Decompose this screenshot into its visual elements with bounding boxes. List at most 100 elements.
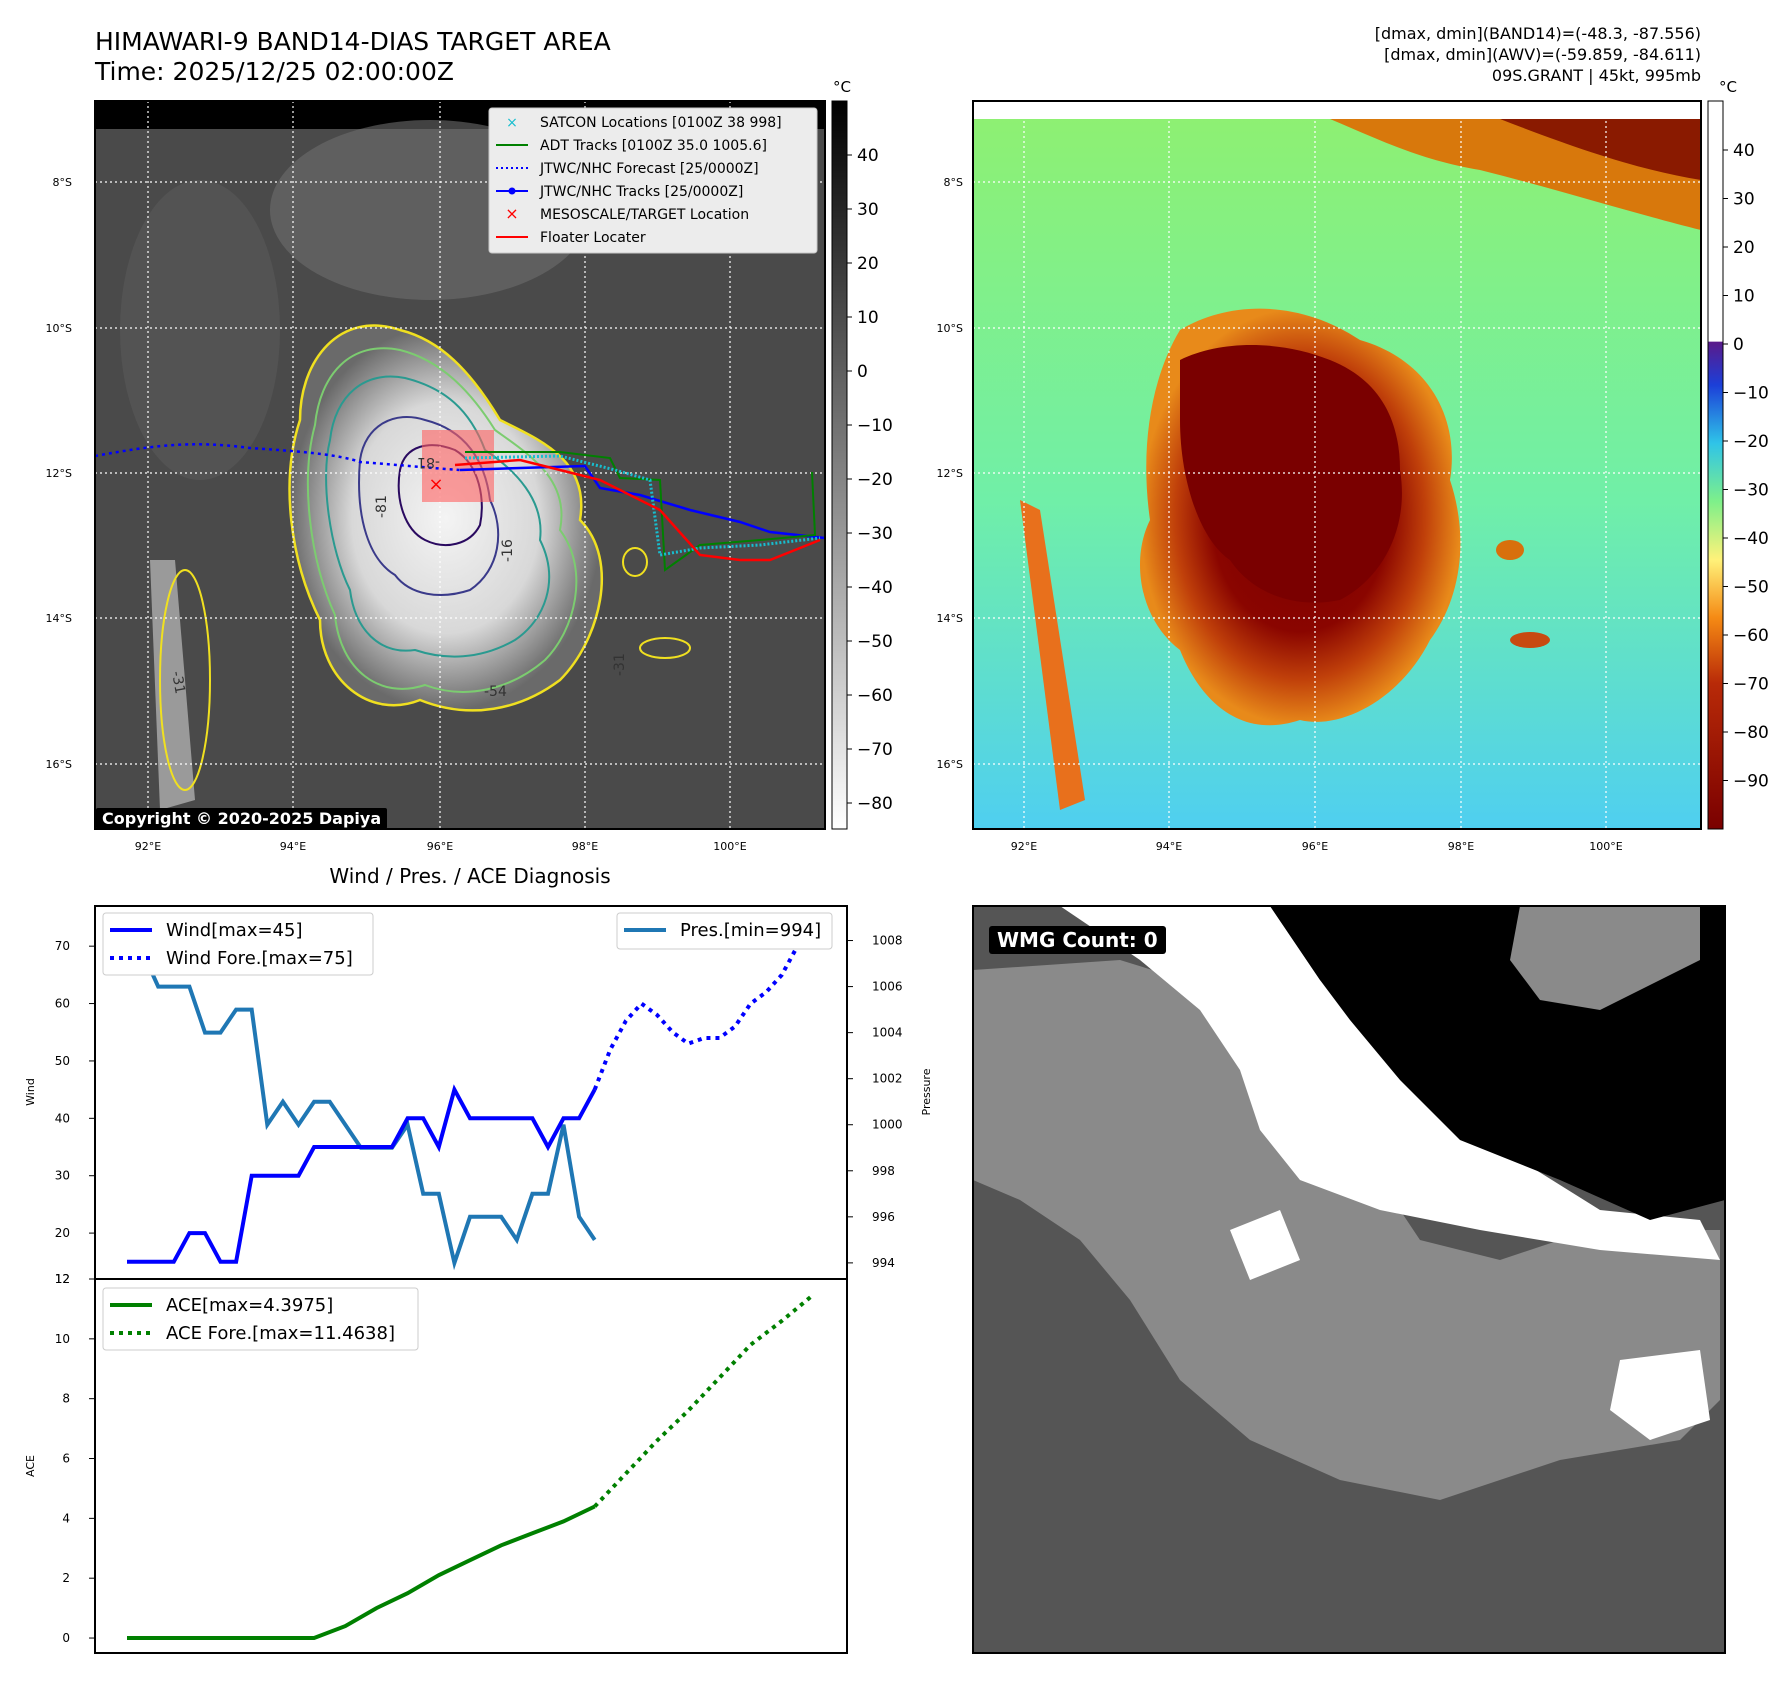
ace-tick-label: 2 bbox=[62, 1571, 70, 1585]
lat-label: 12°S bbox=[937, 467, 963, 480]
legend-label: MESOSCALE/TARGET Location bbox=[540, 207, 749, 223]
pressure-tick-label: 1000 bbox=[872, 1118, 903, 1132]
copyright-badge: Copyright © 2020-2025 Dapiya bbox=[96, 808, 388, 829]
legend-label: SATCON Locations [0100Z 38 998] bbox=[540, 115, 782, 131]
color-colorbar-ticks: 40 30 20 10 0 −10 −20 −30 −40 −50 −60 −70 −80 −90 bbox=[1723, 141, 1769, 792]
colorbar-tick-label: −70 bbox=[1733, 675, 1769, 695]
contour-label: -16 bbox=[500, 539, 516, 562]
legend-label: ACE Fore.[max=11.4638] bbox=[166, 1323, 395, 1344]
wind-series-group bbox=[125, 916, 815, 1271]
wind-tick-label: 20 bbox=[55, 1226, 70, 1240]
lon-label: 98°E bbox=[1448, 840, 1474, 853]
wmg-classification-map bbox=[973, 906, 1725, 1653]
wind-axis-label: Wind bbox=[24, 1078, 37, 1106]
satcon-track bbox=[464, 454, 821, 557]
colorbar-tick-label: 0 bbox=[857, 362, 868, 382]
colorbar-tick-label: −80 bbox=[857, 794, 893, 814]
colorbar-tick-label: −40 bbox=[857, 578, 893, 598]
legend-label: JTWC/NHC Forecast [25/0000Z] bbox=[539, 161, 759, 177]
contour-label: -31 bbox=[168, 670, 188, 695]
lat-label: 16°S bbox=[46, 758, 72, 771]
wmg-panel-frame bbox=[972, 905, 1726, 1654]
pressure-tick-label: 1004 bbox=[872, 1026, 903, 1040]
ace-tick-label: 10 bbox=[55, 1332, 70, 1346]
wind-forecast-series-line bbox=[592, 916, 815, 1091]
colorbar-tick-label: 20 bbox=[857, 254, 879, 274]
lon-label: 100°E bbox=[1589, 840, 1622, 853]
lat-label: 10°S bbox=[937, 322, 963, 335]
contour-label: -81 bbox=[374, 495, 390, 518]
pressure-tick-label: 1002 bbox=[872, 1072, 903, 1086]
target-location-marker: × bbox=[428, 474, 443, 495]
ace-tick-label: 4 bbox=[62, 1511, 70, 1525]
ace-forecast-series-line bbox=[593, 1293, 815, 1508]
pressure-axis-label: Pressure bbox=[920, 1068, 933, 1115]
wind-tick-label: 70 bbox=[55, 939, 70, 953]
legend-dot-tracks bbox=[508, 187, 516, 195]
contour-label: -54 bbox=[484, 684, 507, 700]
wind-series-line bbox=[127, 1084, 597, 1264]
diagnosis-title: Wind / Pres. / ACE Diagnosis bbox=[329, 864, 610, 888]
ace-series-line bbox=[127, 1504, 596, 1640]
lon-label: 94°E bbox=[280, 840, 306, 853]
colorbar-tick-label: −20 bbox=[1733, 432, 1769, 452]
right-map-frame bbox=[972, 100, 1702, 830]
pressure-tick-label: 994 bbox=[872, 1256, 895, 1270]
stats-line2: [dmax, dmin](AWV)=(-59.859, -84.611) bbox=[1384, 45, 1701, 64]
ace-legend: ACE[max=4.3975] ACE Fore.[max=11.4638] bbox=[102, 1287, 419, 1351]
lat-label: 8°S bbox=[944, 176, 963, 189]
lon-label: 96°E bbox=[1302, 840, 1328, 853]
pressure-legend: Pres.[min=994] bbox=[616, 912, 833, 950]
lat-label: 16°S bbox=[937, 758, 963, 771]
color-colorbar-unit: °C bbox=[1719, 78, 1737, 96]
legend-label: ACE[max=4.3975] bbox=[166, 1295, 333, 1316]
contour-label: -81 bbox=[417, 454, 440, 470]
figure-title-line2: Time: 2025/12/25 02:00:00Z bbox=[94, 57, 454, 86]
pressure-tick-label: 1006 bbox=[872, 980, 903, 994]
map-legend: × SATCON Locations [0100Z 38 998] ADT Tr… bbox=[488, 107, 818, 254]
gray-colorbar-ticks: 40 30 20 10 0 −10 −20 −30 −40 −50 −60 −70 −80 bbox=[847, 146, 893, 814]
ace-series-group bbox=[127, 1293, 815, 1640]
legend-marker-satcon: × bbox=[506, 115, 518, 131]
gray-colorbar-unit: °C bbox=[833, 78, 851, 96]
legend-label: ADT Tracks [0100Z 35.0 1005.6] bbox=[540, 138, 767, 154]
ace-axis-ticks: 12 10 8 6 4 2 0 bbox=[55, 1272, 95, 1645]
lon-label: 92°E bbox=[1011, 840, 1037, 853]
wind-axis-ticks: 70 60 50 40 30 20 12 bbox=[55, 939, 95, 1286]
colorbar-tick-label: 10 bbox=[857, 308, 879, 328]
colorbar-tick-label: −30 bbox=[1733, 481, 1769, 501]
ace-axis-label: ACE bbox=[24, 1455, 37, 1477]
jtwc-track bbox=[459, 464, 825, 540]
map-gridlines bbox=[973, 101, 1701, 829]
colorbar-tick-label: −50 bbox=[1733, 578, 1769, 598]
colorbar-tick-label: −10 bbox=[857, 416, 893, 436]
pressure-tick-label: 998 bbox=[872, 1164, 895, 1178]
lat-label: 10°S bbox=[46, 322, 72, 335]
colorbar-tick-label: −40 bbox=[1733, 529, 1769, 549]
lon-label: 96°E bbox=[427, 840, 453, 853]
colorbar-tick-label: 30 bbox=[1733, 190, 1755, 210]
colorbar-tick-label: 40 bbox=[1733, 141, 1755, 161]
lat-label: 12°S bbox=[46, 467, 72, 480]
wmg-count-badge: WMG Count: 0 bbox=[989, 926, 1166, 954]
stats-line1: [dmax, dmin](BAND14)=(-48.3, -87.556) bbox=[1375, 24, 1701, 43]
legend-marker-target: × bbox=[505, 204, 518, 223]
lat-label: 14°S bbox=[937, 612, 963, 625]
colorbar-tick-label: −10 bbox=[1733, 384, 1769, 404]
lon-label: 94°E bbox=[1156, 840, 1182, 853]
left-map-frame bbox=[94, 100, 826, 830]
contour-label: -31 bbox=[612, 653, 628, 676]
colorbar-tick-label: 10 bbox=[1733, 287, 1755, 307]
colorbar-tick-label: −70 bbox=[857, 740, 893, 760]
lat-label: 14°S bbox=[46, 612, 72, 625]
pressure-axis-ticks: 1008 1006 1004 1002 1000 998 996 994 bbox=[847, 934, 903, 1270]
ace-tick-label: 8 bbox=[62, 1392, 70, 1406]
color-colorbar bbox=[1707, 100, 1724, 830]
ir-color-map bbox=[973, 101, 1701, 829]
lon-label: 98°E bbox=[572, 840, 598, 853]
storm-cloud-gray bbox=[289, 325, 602, 711]
lon-label: 100°E bbox=[713, 840, 746, 853]
legend-label: JTWC/NHC Tracks [25/0000Z] bbox=[539, 184, 743, 200]
wind-tick-label: 30 bbox=[55, 1169, 70, 1183]
